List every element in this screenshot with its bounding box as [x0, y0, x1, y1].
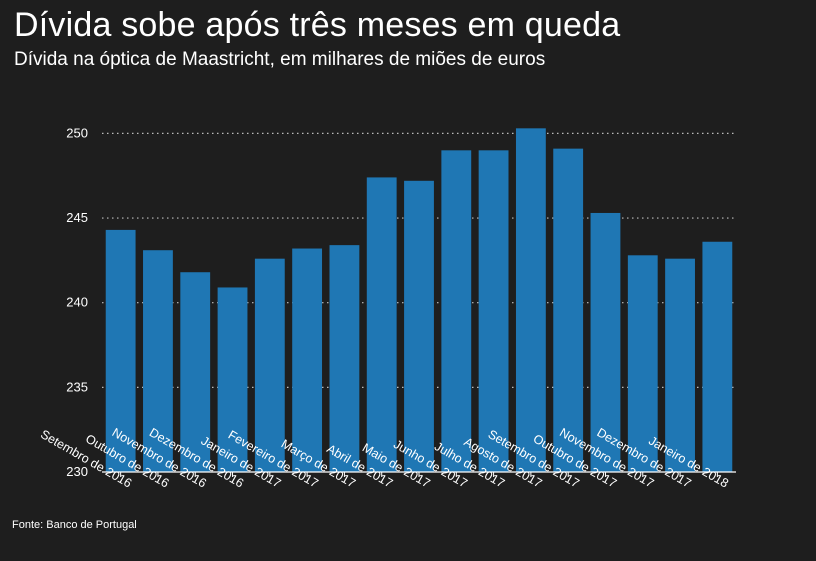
- bar: [515, 128, 546, 472]
- bar: [105, 229, 136, 472]
- bar: [590, 212, 621, 472]
- bar: [404, 180, 434, 473]
- bar: [665, 258, 695, 472]
- bar: [217, 287, 248, 472]
- y-tick-label: 245: [66, 210, 88, 225]
- bar: [292, 248, 323, 472]
- y-tick-label: 250: [66, 125, 88, 140]
- chart-subtitle: Dívida na óptica de Maastricht, em milha…: [14, 49, 546, 70]
- bar: [366, 177, 397, 473]
- bar: [441, 150, 472, 473]
- bar: [702, 241, 733, 472]
- y-tick-label: 230: [66, 464, 88, 479]
- y-tick-label: 235: [66, 379, 88, 394]
- bar: [254, 258, 285, 472]
- bar: [478, 150, 509, 473]
- bar: [143, 250, 173, 472]
- source-note: Fonte: Banco de Portugal: [12, 519, 137, 531]
- bar: [180, 272, 211, 472]
- bar: [329, 245, 360, 472]
- y-tick-label: 240: [66, 295, 88, 310]
- bar: [553, 148, 584, 472]
- bar: [627, 255, 658, 472]
- chart-title: Dívida sobe após três meses em queda: [14, 6, 621, 44]
